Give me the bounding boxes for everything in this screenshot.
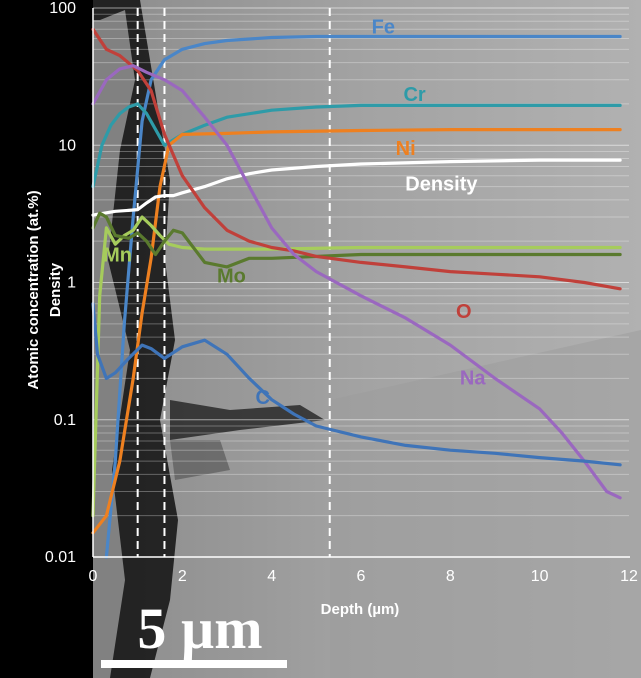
series-line-na	[91, 64, 622, 500]
y-tick-label: 100	[49, 0, 76, 17]
series-label-fe: Fe	[372, 17, 395, 39]
series-label-mn: Mn	[103, 245, 132, 267]
series-label-o: O	[456, 301, 472, 323]
series-labels: Fe Cr Ni Density Mn Mo O Na C	[103, 17, 486, 409]
y-axis-title-2: Density	[47, 262, 64, 317]
left-black-margin	[0, 0, 93, 678]
sem-bright-grains	[93, 10, 135, 678]
scale-bar	[101, 660, 287, 668]
series-label-density: Density	[405, 173, 478, 195]
data-series	[91, 27, 622, 559]
series-label-cr: Cr	[403, 84, 425, 106]
x-tick-label: 2	[178, 568, 187, 585]
y-tick-label: 10	[58, 137, 76, 154]
series-label-c: C	[256, 387, 270, 409]
x-tick-label: 0	[89, 568, 98, 585]
series-line-c	[91, 302, 622, 467]
sem-grey-feature	[170, 440, 230, 480]
x-tick-label: 8	[446, 568, 455, 585]
x-tick-label: 6	[357, 568, 366, 585]
tick-labels: 0.01 0.1 1 10 100 0 2 4 6 8 10 12	[45, 0, 638, 585]
y-axis-title: Atomic concentration (at.%)	[25, 190, 42, 389]
series-line-fe	[104, 34, 622, 559]
series-label-ni: Ni	[396, 138, 416, 160]
y-tick-label: 0.01	[45, 549, 76, 566]
x-tick-label: 12	[620, 568, 638, 585]
x-tick-label: 10	[531, 568, 549, 585]
vertical-markers	[136, 8, 331, 557]
series-label-na: Na	[460, 368, 486, 390]
x-axis-title: Depth (µm)	[321, 601, 400, 618]
sem-lower-region	[330, 330, 641, 678]
series-line-mo	[91, 211, 622, 269]
y-tick-label: 0.1	[54, 412, 76, 429]
series-label-mo: Mo	[217, 266, 246, 288]
scale-bar-label: 5 µm	[137, 596, 262, 661]
x-tick-label: 4	[267, 568, 276, 585]
series-line-o	[91, 27, 622, 291]
y-tick-label: 1	[67, 275, 76, 292]
